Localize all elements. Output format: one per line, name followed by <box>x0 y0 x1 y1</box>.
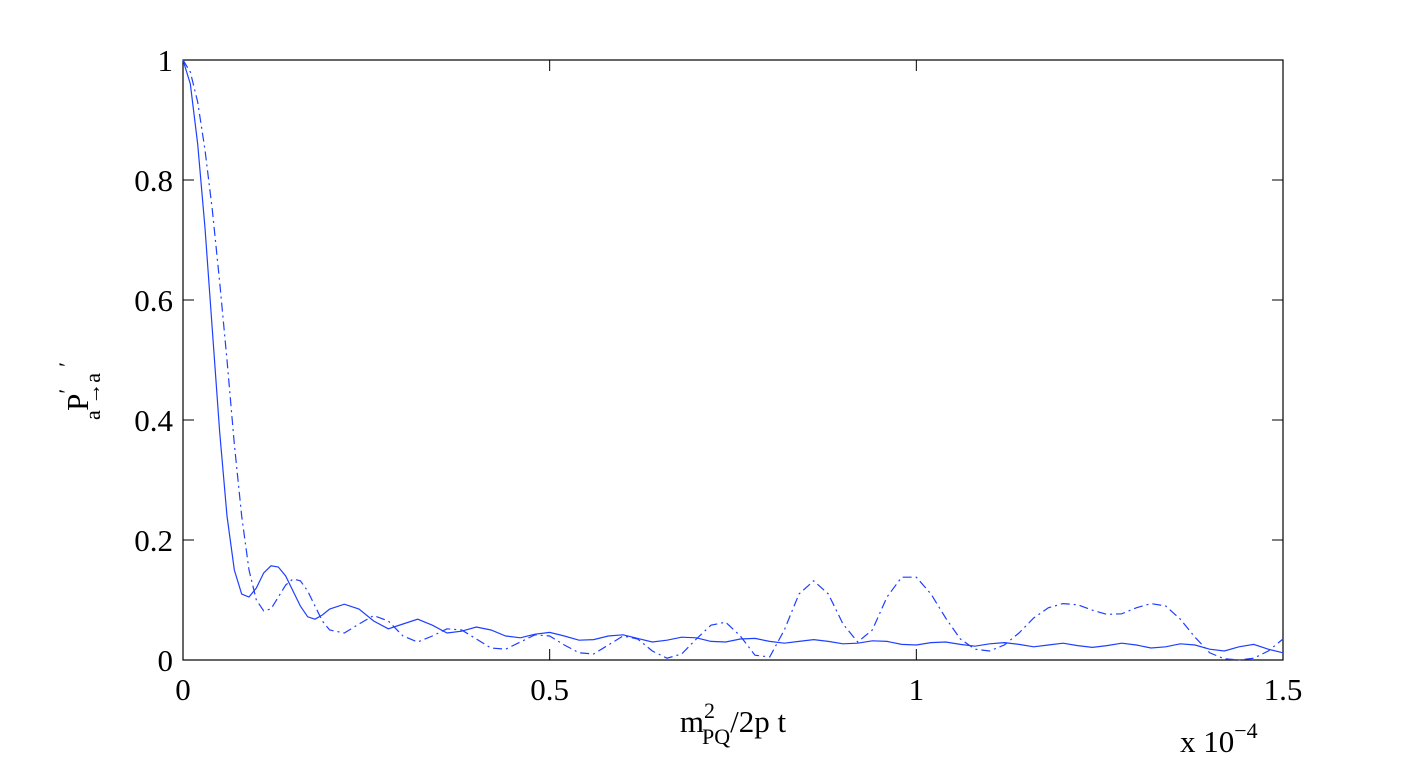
y-tick-label: 0 <box>158 643 174 678</box>
x-label-main: m <box>680 704 704 739</box>
x-multiplier-exponent: −4 <box>1234 718 1257 743</box>
x-label-sub: PQ <box>702 724 730 749</box>
data-line <box>182 59 1284 654</box>
y-tick-label: 0.8 <box>134 163 173 198</box>
x-tick-label: 1 <box>909 672 925 707</box>
y-tick-label: 1 <box>158 43 174 78</box>
y-label-sup: ′ ′ <box>54 362 79 394</box>
x-tick-label: 0.5 <box>530 672 569 707</box>
y-label-main: P <box>60 394 95 411</box>
y-axis-label: P′ ′a →a <box>54 362 105 420</box>
data-line <box>182 59 1284 661</box>
plot-frame <box>182 59 1284 661</box>
x-label-rest: /2p t <box>730 704 786 739</box>
x-label-sup: 2 <box>704 698 715 723</box>
x-multiplier-base: x 10 <box>1180 724 1234 759</box>
x-tick-label: 0 <box>175 672 191 707</box>
x-tick-label: 1.5 <box>1264 672 1303 707</box>
y-tick-label: 0.6 <box>134 283 173 318</box>
y-tick-label: 0.4 <box>134 403 173 438</box>
y-tick-label: 0.2 <box>134 523 173 558</box>
x-multiplier: x 10−4 <box>1180 718 1258 759</box>
x-axis-label: m2 PQ/2p t <box>680 698 787 749</box>
y-label-sub: a →a <box>80 373 105 420</box>
